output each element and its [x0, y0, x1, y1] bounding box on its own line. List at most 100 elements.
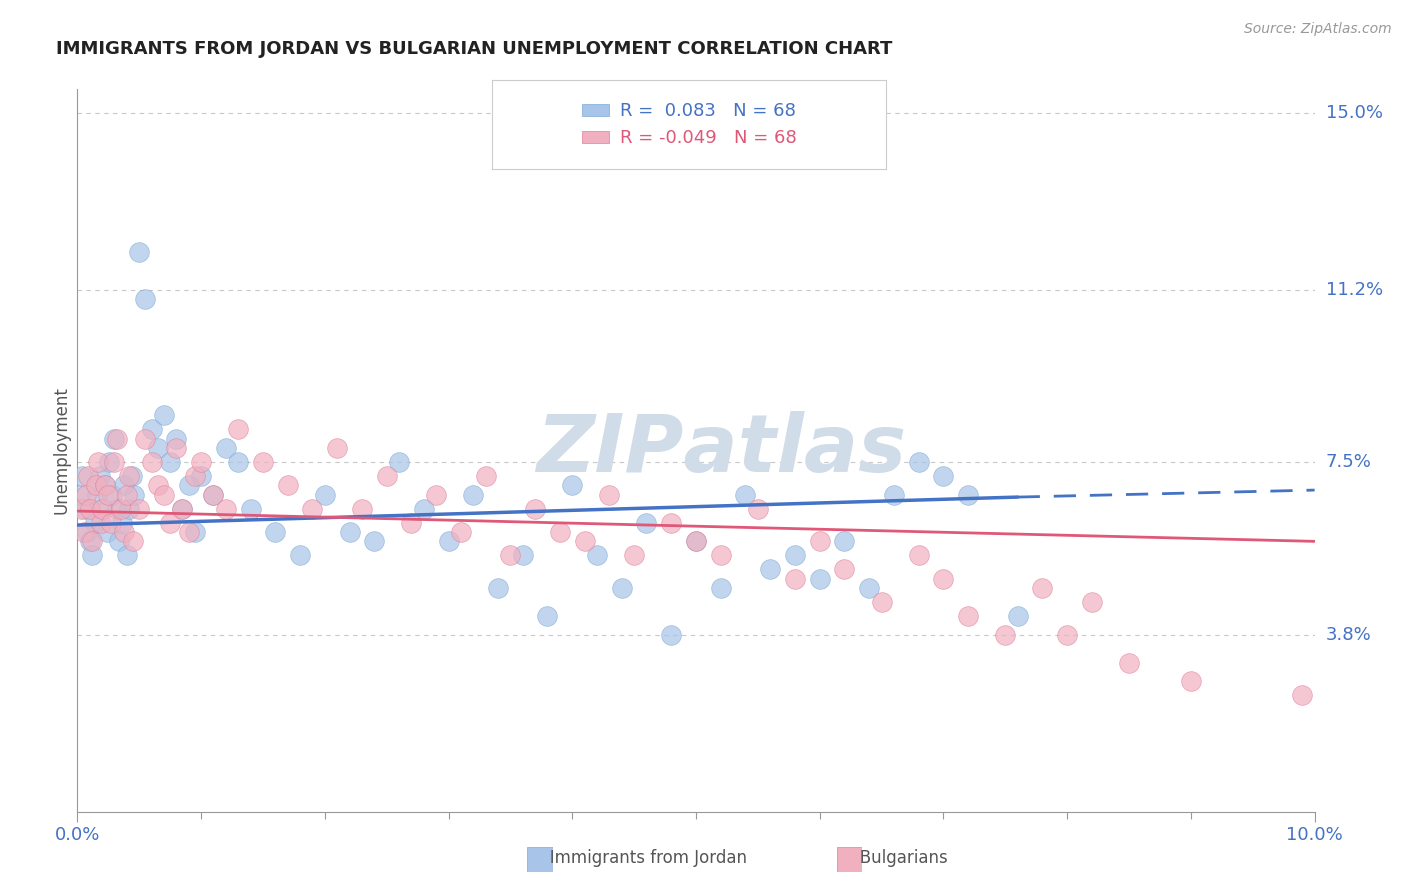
Point — [994, 627, 1017, 641]
Point — [111, 516, 134, 530]
Point — [907, 455, 929, 469]
Point — [172, 501, 194, 516]
Point — [112, 478, 135, 492]
Point — [350, 501, 373, 516]
Point — [103, 432, 125, 446]
Point — [184, 524, 207, 539]
Point — [1031, 581, 1053, 595]
Point — [105, 501, 128, 516]
Point — [808, 534, 831, 549]
Point — [93, 478, 115, 492]
Point — [1180, 674, 1202, 689]
Point — [1056, 627, 1078, 641]
Point — [524, 501, 547, 516]
Point — [184, 469, 207, 483]
Point — [98, 455, 121, 469]
Point — [90, 516, 112, 530]
Point — [685, 534, 707, 549]
Point — [93, 478, 115, 492]
Point — [586, 549, 609, 563]
Text: Bulgarians: Bulgarians — [844, 849, 948, 867]
Point — [79, 534, 101, 549]
Point — [153, 488, 176, 502]
Point — [512, 549, 534, 563]
Point — [97, 488, 120, 502]
Point — [96, 524, 118, 539]
Point — [141, 422, 163, 436]
Point — [108, 534, 131, 549]
Point — [82, 549, 104, 563]
Point — [165, 441, 187, 455]
Point — [474, 469, 496, 483]
Point — [858, 581, 880, 595]
Point — [165, 432, 187, 446]
Point — [339, 524, 361, 539]
Point — [375, 469, 398, 483]
Point — [202, 488, 225, 502]
Point — [685, 534, 707, 549]
Point — [1081, 595, 1104, 609]
Point — [957, 488, 980, 502]
Point — [112, 524, 135, 539]
Point — [226, 422, 249, 436]
Point — [834, 562, 856, 576]
Point — [105, 432, 128, 446]
Point — [159, 455, 181, 469]
Text: Immigrants from Jordan: Immigrants from Jordan — [534, 849, 747, 867]
Text: 15.0%: 15.0% — [1326, 103, 1382, 121]
Point — [834, 534, 856, 549]
Point — [561, 478, 583, 492]
Point — [314, 488, 336, 502]
Text: IMMIGRANTS FROM JORDAN VS BULGARIAN UNEMPLOYMENT CORRELATION CHART: IMMIGRANTS FROM JORDAN VS BULGARIAN UNEM… — [56, 40, 893, 58]
Point — [118, 469, 141, 483]
Point — [734, 488, 756, 502]
Point — [122, 488, 145, 502]
Point — [574, 534, 596, 549]
Point — [264, 524, 287, 539]
Text: 3.8%: 3.8% — [1326, 625, 1371, 644]
Point — [118, 501, 141, 516]
Point — [190, 455, 212, 469]
Point — [115, 549, 138, 563]
Point — [215, 441, 238, 455]
Point — [134, 292, 156, 306]
Point — [412, 501, 434, 516]
Point — [177, 478, 200, 492]
Point — [759, 562, 782, 576]
Text: 7.5%: 7.5% — [1326, 453, 1372, 471]
Point — [425, 488, 447, 502]
Point — [808, 572, 831, 586]
Point — [548, 524, 571, 539]
Point — [610, 581, 633, 595]
Point — [153, 409, 176, 423]
Point — [70, 501, 93, 516]
Point — [110, 501, 132, 516]
Point — [870, 595, 893, 609]
Point — [536, 609, 558, 624]
Point — [326, 441, 349, 455]
Point — [75, 488, 97, 502]
Point — [710, 581, 733, 595]
Point — [82, 534, 104, 549]
Text: Source: ZipAtlas.com: Source: ZipAtlas.com — [1244, 22, 1392, 37]
Point — [288, 549, 311, 563]
Point — [907, 549, 929, 563]
Point — [115, 488, 138, 502]
Point — [226, 455, 249, 469]
Point — [87, 455, 110, 469]
Point — [141, 455, 163, 469]
Point — [957, 609, 980, 624]
Point — [77, 469, 100, 483]
Point — [83, 516, 105, 530]
Point — [450, 524, 472, 539]
Point — [91, 501, 114, 516]
Point — [86, 488, 108, 502]
Point — [363, 534, 385, 549]
Point — [89, 469, 111, 483]
Point — [128, 245, 150, 260]
Point — [72, 524, 94, 539]
Point — [72, 469, 94, 483]
Point — [277, 478, 299, 492]
Point — [172, 501, 194, 516]
Point — [783, 549, 806, 563]
